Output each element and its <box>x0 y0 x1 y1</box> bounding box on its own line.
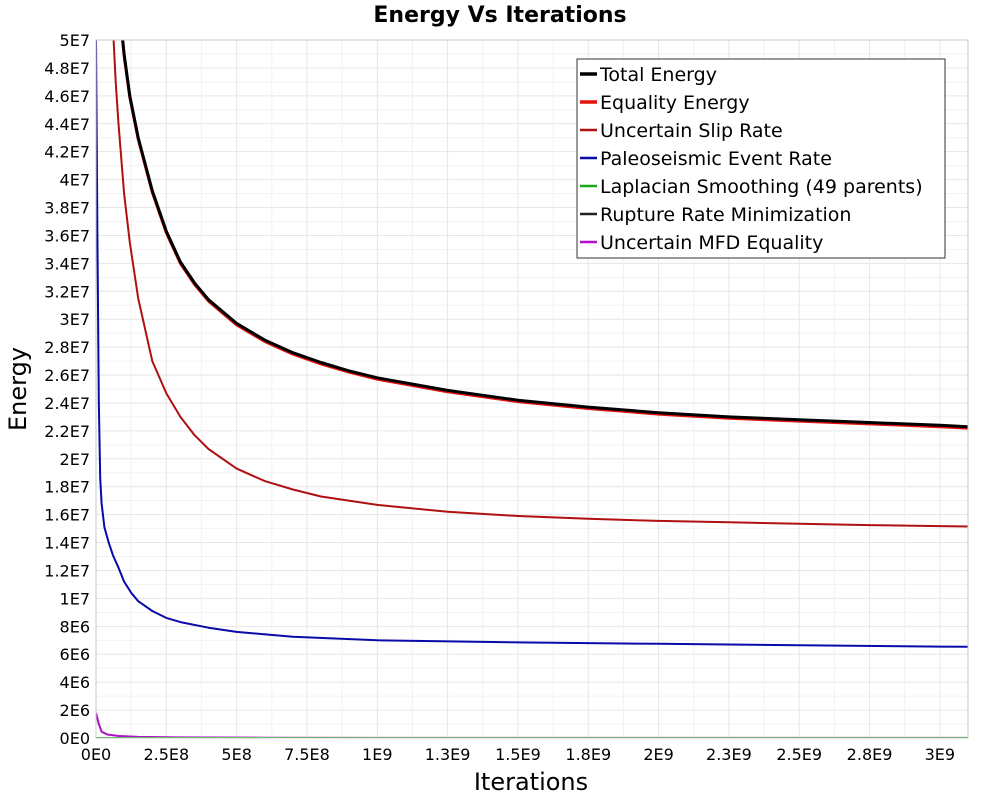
y-tick-label: 4.2E7 <box>44 143 90 162</box>
x-tick-label: 1.3E9 <box>425 745 471 764</box>
x-axis-title: Iterations <box>474 768 588 796</box>
x-axis-ticks: 0E0 2.5E8 5E8 7.5E8 1E9 1.3E9 1.5E9 1.8E9 2E9 2.3… <box>81 745 955 764</box>
y-axis-title: Energy <box>4 347 32 431</box>
y-tick-label: 3.6E7 <box>44 226 90 245</box>
x-tick-label: 7.5E8 <box>284 745 330 764</box>
y-tick-label: 2.2E7 <box>44 422 90 441</box>
y-tick-label: 1.4E7 <box>44 534 90 553</box>
x-tick-label: 0E0 <box>81 745 111 764</box>
y-tick-label: 1.8E7 <box>44 478 90 497</box>
series-line-uncertain-slip-rate <box>112 40 968 528</box>
y-tick-label: 1E7 <box>60 589 90 608</box>
series-line-total-energy <box>121 40 968 429</box>
x-tick-label: 2E9 <box>643 745 673 764</box>
y-tick-label: 2E6 <box>60 701 90 720</box>
y-tick-label: 1.6E7 <box>44 506 90 525</box>
legend-label-equality-energy: Equality Energy <box>600 92 750 114</box>
x-tick-label: 2.3E9 <box>706 745 752 764</box>
x-tick-label: 2.5E9 <box>776 745 822 764</box>
y-tick-label: 6E6 <box>60 645 90 664</box>
y-axis-ticks: 0E0 2E6 4E6 6E6 8E6 1E7 1.2E7 1.4E7 1.6E7 1.8E7 2E… <box>44 31 90 748</box>
y-tick-label: 5E7 <box>60 31 90 50</box>
y-tick-label: 2.6E7 <box>44 366 90 385</box>
plot-border <box>95 39 969 739</box>
y-tick-label: 3.8E7 <box>44 199 90 218</box>
y-tick-label: 4.8E7 <box>44 59 90 78</box>
legend: Total Energy Equality Energy Uncertain Sli… <box>576 58 946 259</box>
legend-label-total-energy: Total Energy <box>599 64 717 86</box>
y-tick-label: 4E7 <box>60 171 90 190</box>
x-tick-label: 1.5E9 <box>495 745 541 764</box>
y-tick-label: 4.4E7 <box>44 115 90 134</box>
y-tick-label: 2.4E7 <box>44 394 90 413</box>
legend-label-laplacian-smoothing-49-parents: Laplacian Smoothing (49 parents) <box>600 176 923 198</box>
legend-label-uncertain-slip-rate: Uncertain Slip Rate <box>600 120 783 142</box>
y-tick-label: 3.2E7 <box>44 282 90 301</box>
y-tick-label: 3E7 <box>60 310 90 329</box>
y-tick-label: 8E6 <box>60 617 90 636</box>
x-tick-label: 5E8 <box>221 745 251 764</box>
y-tick-label: 0E0 <box>60 729 90 748</box>
x-tick-label: 1E9 <box>362 745 392 764</box>
x-tick-label: 3E9 <box>925 745 955 764</box>
y-tick-label: 3.4E7 <box>44 254 90 273</box>
x-tick-label: 1.8E9 <box>565 745 611 764</box>
y-tick-label: 2E7 <box>60 450 90 469</box>
legend-label-paleoseismic-event-rate: Paleoseismic Event Rate <box>600 148 832 170</box>
series-line-paleoseismic-event-rate <box>96 40 968 648</box>
x-tick-label: 2.5E8 <box>143 745 189 764</box>
chart-title: Energy Vs Iterations <box>373 3 626 28</box>
y-tick-label: 4E6 <box>60 673 90 692</box>
y-tick-label: 1.2E7 <box>44 561 90 580</box>
legend-box <box>576 58 946 259</box>
y-tick-label: 4.6E7 <box>44 87 90 106</box>
y-tick-label: 2.8E7 <box>44 338 90 357</box>
legend-label-rupture-rate-minimization: Rupture Rate Minimization <box>600 204 851 226</box>
legend-label-uncertain-mfd-equality: Uncertain MFD Equality <box>600 232 823 254</box>
x-tick-label: 2.8E9 <box>847 745 893 764</box>
